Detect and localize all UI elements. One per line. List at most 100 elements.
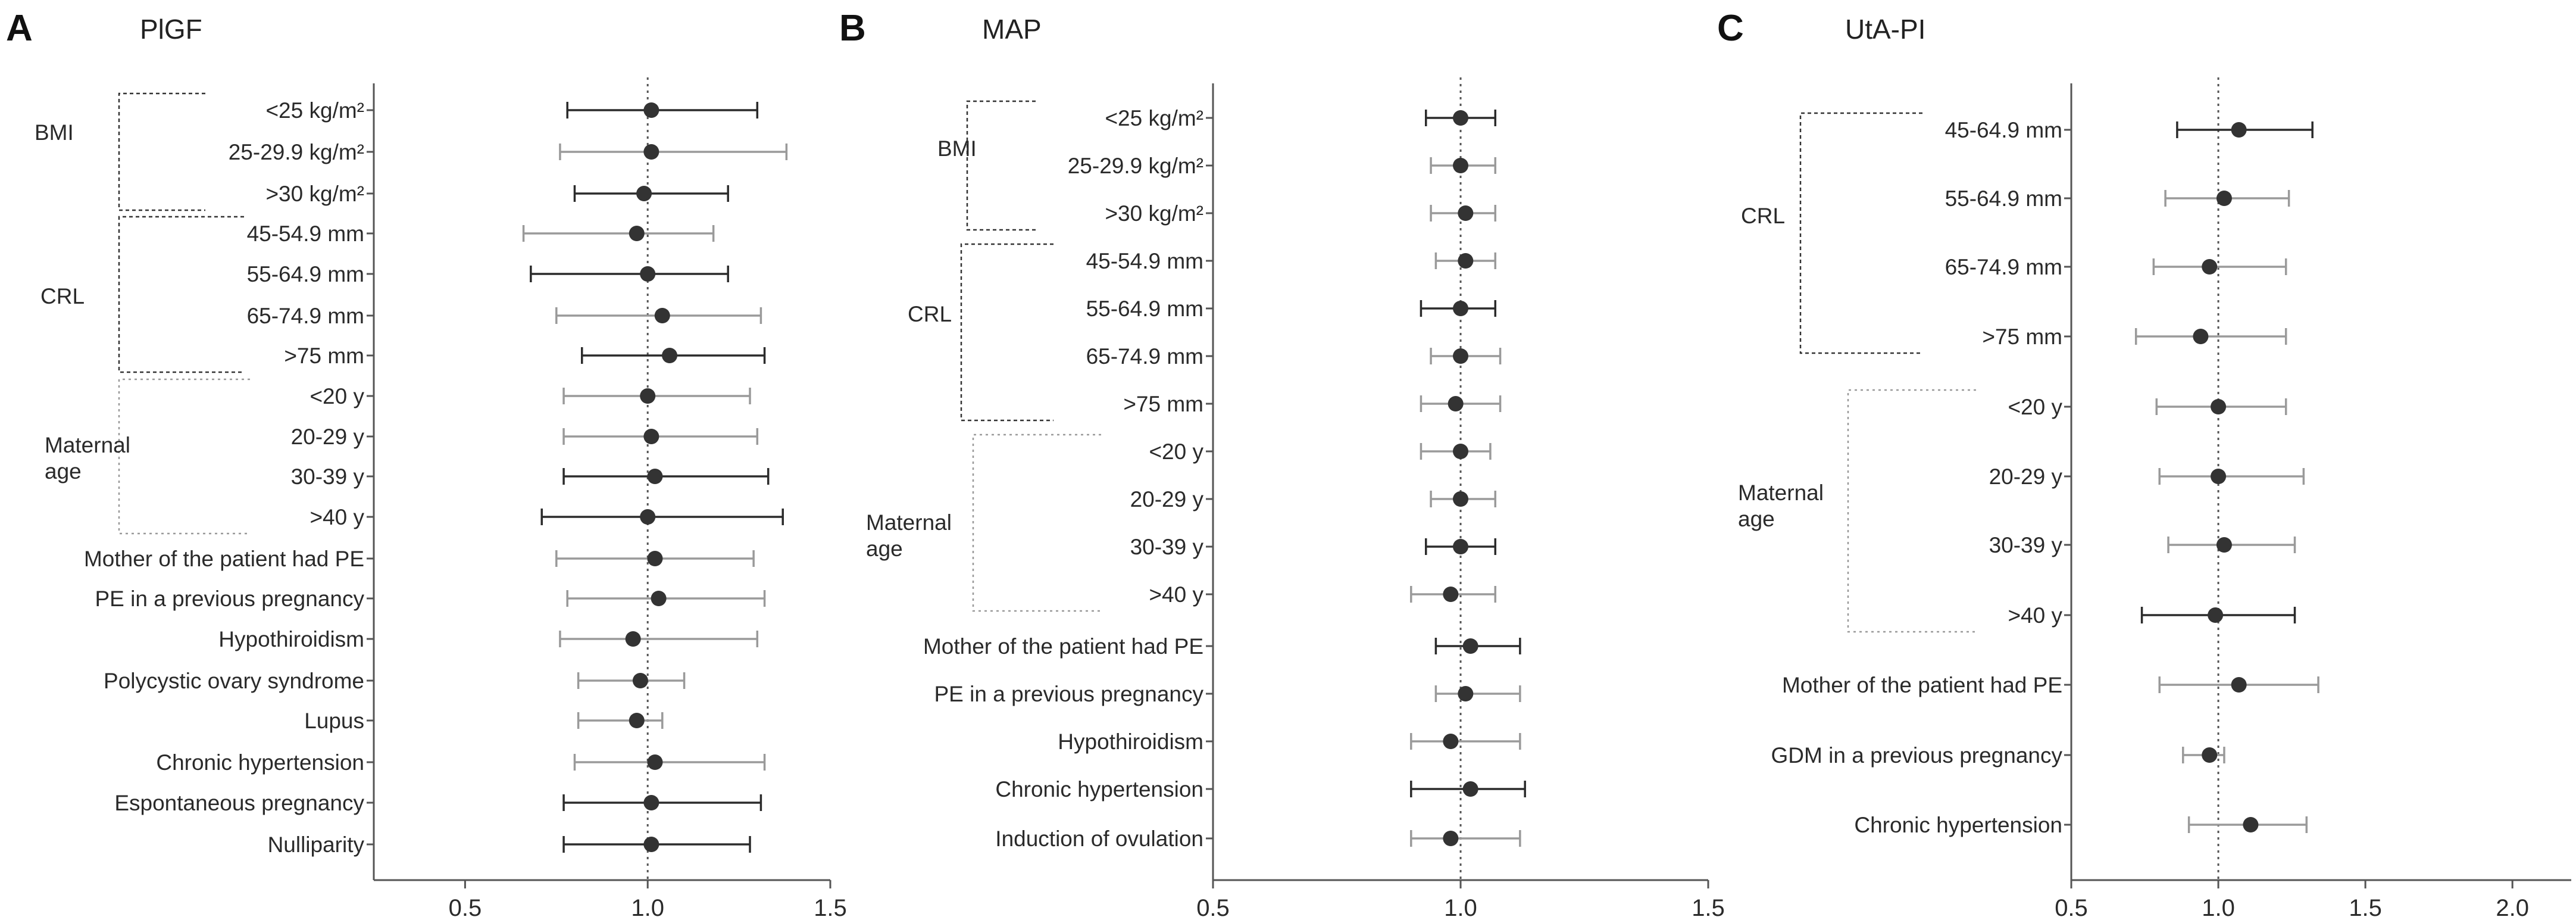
point-estimate [643,102,659,118]
group-label: CRL [1741,204,1785,228]
x-tick-label: 1.5 [2349,895,2382,920]
point-estimate [647,551,663,566]
row-label: Induction of ovulation [995,827,1203,851]
group-bracket [960,243,1053,422]
panel-c-plot: 0.5 1.0 1.5 2.0 45-64.9 mm 55-64.9 mm 65-74.9 … [1738,77,2571,920]
row-label: 65-74.9 mm [247,304,364,328]
row-label: Mother of the patient had PE [1782,673,2062,697]
row-label: <20 y [2008,395,2062,419]
group-label: BMI [35,120,74,145]
row-label: >75 mm [284,344,364,368]
x-tick-label: 0.5 [1196,895,1230,920]
panel-c: C UtA-PI 0.5 1.0 1.5 2.0 45-64.9 mm 55-64.9 m… [1717,8,2571,920]
row-label: PE in a previous pregnancy [934,682,1204,706]
point-estimate [2211,399,2227,414]
group-label: CRL [908,302,952,326]
point-estimate [1462,638,1478,654]
panel-a-letter: A [6,8,33,49]
point-estimate [640,388,656,404]
point-estimate [643,144,659,160]
x-tick-label: 2.0 [2496,895,2529,920]
group-label: CRL [40,284,85,308]
row-label: >30 kg/m² [265,182,364,206]
point-estimate [651,591,667,606]
row-label: Hypothiroidism [1058,729,1203,754]
row-label: 55-64.9 mm [1086,297,1203,321]
row-label: >75 mm [1982,325,2062,349]
x-tick-label: 1.0 [1444,895,1477,920]
row-label: 25-29.9 kg/m² [229,140,364,164]
point-estimate [654,308,670,323]
panel-b-plot: 0.5 1.0 1.5 <25 kg/m² 25-29.9 kg/m² >30 kg/m²… [866,77,1725,920]
point-estimate [1458,205,1474,221]
point-estimate [1448,396,1464,411]
row-label: Lupus [304,709,364,733]
x-tick-label: 1.5 [1692,895,1725,920]
point-estimate [1462,781,1478,797]
point-estimate [1443,734,1459,749]
row-label: GDM in a previous pregnancy [1771,743,2063,768]
row-label: Chronic hypertension [156,750,364,775]
row-label: >40 y [2008,603,2062,628]
row-label: Mother of the patient had PE [84,547,364,571]
group-label: BMI [937,136,977,161]
row-label: >40 y [310,505,364,529]
point-estimate [1453,444,1468,459]
point-estimate [640,509,656,525]
row-label: 45-54.9 mm [247,222,364,246]
panel-a-title: PlGF [140,14,202,45]
point-estimate [632,673,648,688]
point-estimate [1453,539,1468,554]
row-label: 65-74.9 mm [1086,344,1203,369]
panel-a: A PlGF 0.5 1.0 1.5 <25 kg/m² 25-29.9 kg/m² >3… [6,8,847,920]
group-bracket [1847,389,1976,633]
point-estimate [2231,677,2247,693]
row-label: 45-54.9 mm [1086,249,1203,273]
row-label: 20-29 y [291,425,365,449]
point-estimate [1458,686,1474,701]
group-label: Maternal [1738,481,1824,505]
row-label: >40 y [1149,582,1203,607]
panel-b: B MAP 0.5 1.0 1.5 <25 kg/m² 25-29.9 kg/m² >30… [839,8,1725,920]
point-estimate [643,837,659,852]
row-label: 55-64.9 mm [1945,186,2062,211]
point-estimate [1453,348,1468,364]
panel-b-title: MAP [982,14,1042,45]
group-bracket [972,434,1101,612]
row-label: 30-39 y [291,464,365,489]
point-estimate [629,713,645,728]
row-label: Espontaneous pregnancy [114,791,364,815]
point-estimate [1453,301,1468,316]
point-estimate [636,186,652,201]
group-bracket [1799,112,1922,354]
group-bracket [966,100,1036,231]
point-estimate [662,348,678,363]
row-label: 45-64.9 mm [1945,118,2062,142]
row-label: 30-39 y [1130,535,1204,559]
panel-c-title: UtA-PI [1845,14,1925,45]
point-estimate [647,469,663,484]
group-bracket [118,378,250,535]
panel-c-letter: C [1717,8,1744,49]
point-estimate [2202,259,2218,275]
point-estimate [2193,329,2209,344]
group-label: age [45,459,82,484]
point-estimate [1453,491,1468,507]
point-estimate [2216,537,2232,553]
row-label: PE in a previous pregnancy [95,587,365,611]
group-label: Maternal [866,510,952,535]
x-tick-label: 0.5 [2055,895,2088,920]
point-estimate [625,631,641,647]
group-bracket [118,216,244,373]
x-tick-label: 1.0 [2202,895,2235,920]
row-label: 30-39 y [1989,533,2063,557]
point-estimate [2231,122,2247,138]
group-label: age [1738,507,1775,531]
panel-a-plot: 0.5 1.0 1.5 <25 kg/m² 25-29.9 kg/m² >30 kg/m²… [35,77,847,920]
point-estimate [1443,587,1459,602]
x-tick-label: 1.0 [631,895,664,920]
row-label: Chronic hypertension [1854,813,2062,837]
point-estimate [2211,469,2227,484]
row-label: <20 y [310,384,364,408]
